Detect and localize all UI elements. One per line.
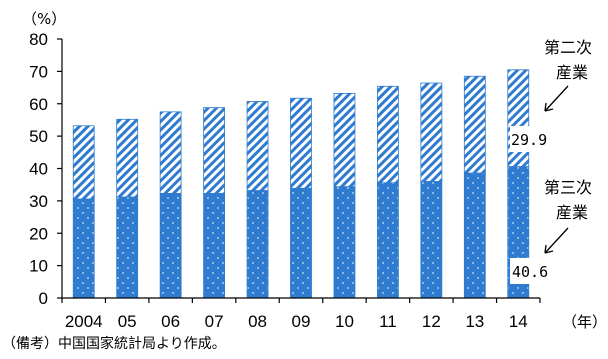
bar-tertiary-2004	[72, 198, 95, 299]
source-note: （備考）中国国家統計局より作成。	[2, 336, 226, 352]
bar-secondary-06	[159, 111, 182, 194]
secondary-value: 29.9	[511, 131, 547, 149]
bar-tertiary-08	[246, 190, 269, 299]
tertiary-label-line1: 第三次	[544, 178, 592, 197]
y-tick-label: 10	[29, 257, 48, 276]
bar-secondary-12	[420, 82, 443, 182]
bar-tertiary-06	[159, 193, 182, 299]
bar-secondary-05	[116, 118, 139, 198]
bar-tertiary-12	[420, 181, 443, 299]
x-tick-label: 14	[509, 312, 528, 331]
bar-secondary-07	[203, 107, 225, 194]
tertiary-value-bg	[510, 258, 554, 284]
x-tick-label: 13	[465, 312, 484, 331]
tertiary-arrow-line	[544, 227, 569, 254]
y-tick-label: 0	[39, 289, 48, 308]
bar-tertiary-13	[463, 172, 486, 299]
y-tick-label: 80	[29, 30, 48, 49]
x-unit-label: （年）	[562, 313, 607, 331]
tertiary-value: 40.6	[512, 263, 548, 281]
y-unit-label: （%）	[22, 10, 66, 28]
x-tick-label: 08	[248, 312, 267, 331]
x-tick-label: 10	[335, 312, 354, 331]
y-tick-label: 20	[29, 224, 48, 243]
bar-tertiary-07	[203, 193, 225, 299]
bar-secondary-2004	[72, 125, 95, 200]
y-tick-label: 70	[29, 62, 48, 81]
bar-tertiary-10	[333, 186, 356, 299]
tertiary-arrow-head	[544, 244, 554, 254]
bar-secondary-13	[463, 75, 486, 174]
secondary-label-line2: 産業	[556, 63, 588, 82]
x-tick-label: 06	[161, 312, 180, 331]
bar-tertiary-05	[116, 196, 139, 299]
bar-secondary-09	[290, 97, 312, 189]
annotation-secondary: 第二次 産業 29.9	[510, 38, 592, 152]
y-tick-label: 30	[29, 192, 48, 211]
bar-tertiary-11	[377, 182, 399, 299]
bar-secondary-10	[333, 92, 356, 188]
x-tick-label: 11	[379, 312, 397, 331]
y-axis: 0 10 20 30 40 50 60 70 80	[29, 30, 63, 308]
x-axis: 2004 05 06 07 08 09 10 11 12 13 14	[61, 297, 541, 331]
annotation-tertiary: 第三次 産業 40.6	[510, 178, 592, 284]
secondary-arrow-line	[544, 85, 569, 112]
x-tick-label: 2004	[65, 312, 103, 331]
x-tick-label: 05	[118, 312, 137, 331]
bars	[72, 69, 530, 299]
bar-secondary-11	[377, 85, 399, 184]
bar-secondary-08	[246, 101, 269, 191]
x-tick-label: 12	[422, 312, 441, 331]
y-tick-label: 40	[29, 160, 48, 179]
y-tick-label: 50	[29, 127, 48, 146]
bar-tertiary-09	[290, 187, 312, 299]
secondary-arrow-head	[544, 102, 554, 112]
x-tick-label: 07	[205, 312, 224, 331]
secondary-value-bg	[510, 126, 550, 152]
y-tick-label: 60	[29, 95, 48, 114]
x-tick-label: 09	[292, 312, 311, 331]
tertiary-label-line2: 産業	[556, 203, 588, 222]
secondary-label-line1: 第二次	[544, 38, 592, 57]
bar-secondary-14	[507, 69, 530, 167]
